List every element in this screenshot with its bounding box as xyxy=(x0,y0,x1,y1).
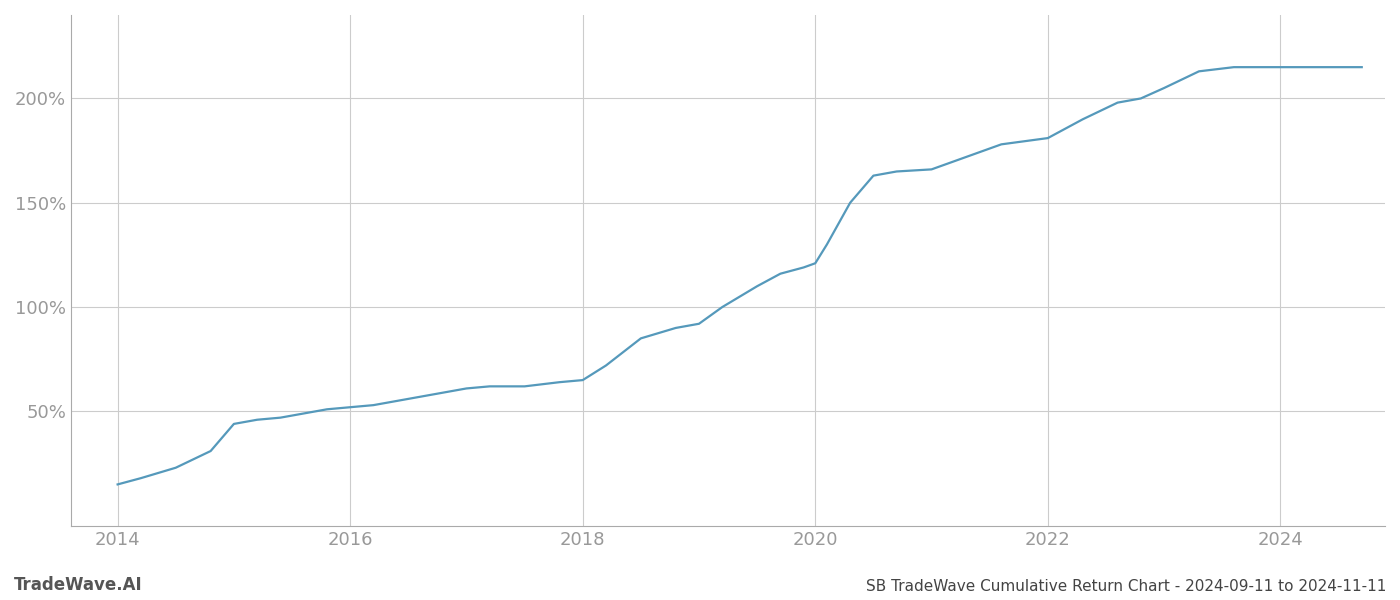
Text: SB TradeWave Cumulative Return Chart - 2024-09-11 to 2024-11-11: SB TradeWave Cumulative Return Chart - 2… xyxy=(865,579,1386,594)
Text: TradeWave.AI: TradeWave.AI xyxy=(14,576,143,594)
